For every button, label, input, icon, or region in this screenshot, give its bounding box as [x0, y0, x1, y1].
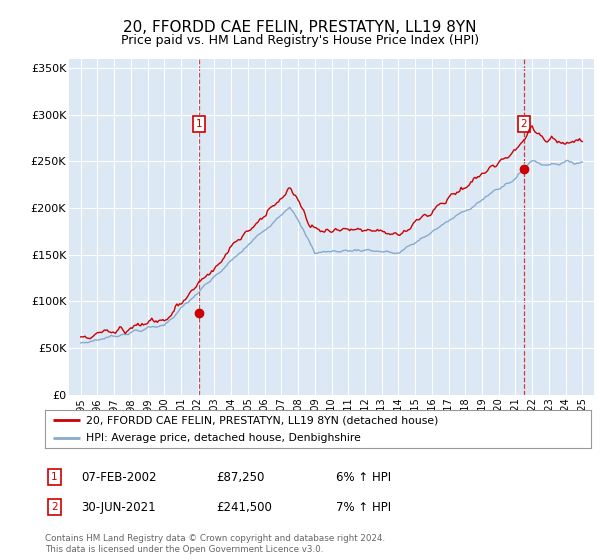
Text: 30-JUN-2021: 30-JUN-2021: [81, 501, 155, 514]
Text: 07-FEB-2002: 07-FEB-2002: [81, 470, 157, 484]
Text: 2: 2: [520, 119, 527, 129]
Text: 6% ↑ HPI: 6% ↑ HPI: [336, 470, 391, 484]
Text: 20, FFORDD CAE FELIN, PRESTATYN, LL19 8YN: 20, FFORDD CAE FELIN, PRESTATYN, LL19 8Y…: [123, 20, 477, 35]
Text: 20, FFORDD CAE FELIN, PRESTATYN, LL19 8YN (detached house): 20, FFORDD CAE FELIN, PRESTATYN, LL19 8Y…: [86, 415, 439, 425]
Text: £241,500: £241,500: [216, 501, 272, 514]
Text: Price paid vs. HM Land Registry's House Price Index (HPI): Price paid vs. HM Land Registry's House …: [121, 34, 479, 46]
Text: Contains HM Land Registry data © Crown copyright and database right 2024.
This d: Contains HM Land Registry data © Crown c…: [45, 534, 385, 554]
Text: 7% ↑ HPI: 7% ↑ HPI: [336, 501, 391, 514]
Text: HPI: Average price, detached house, Denbighshire: HPI: Average price, detached house, Denb…: [86, 433, 361, 443]
Text: 2: 2: [51, 502, 58, 512]
Text: 1: 1: [196, 119, 202, 129]
Text: £87,250: £87,250: [216, 470, 265, 484]
Text: 1: 1: [51, 472, 58, 482]
